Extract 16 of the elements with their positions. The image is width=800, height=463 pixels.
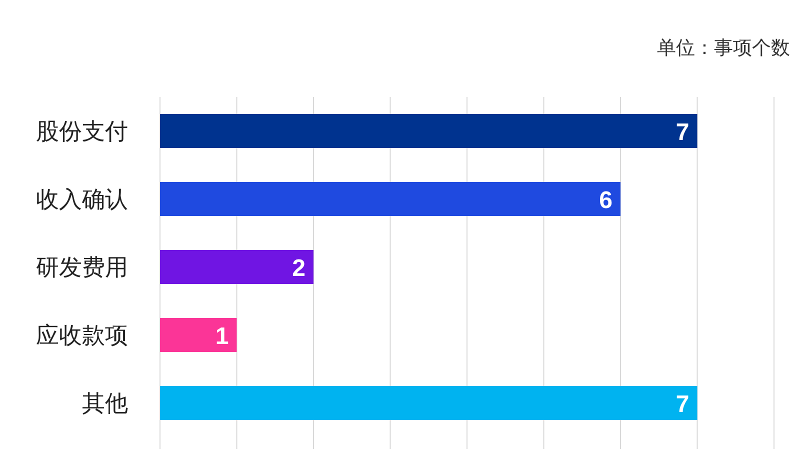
bar xyxy=(160,182,620,216)
bar xyxy=(160,318,237,352)
y-tick-label: 应收款项 xyxy=(36,322,128,348)
data-label: 7 xyxy=(676,391,690,418)
y-tick-label: 收入确认 xyxy=(36,186,128,212)
bar xyxy=(160,114,698,148)
bar xyxy=(160,386,698,420)
data-label: 7 xyxy=(676,119,690,146)
bar xyxy=(160,250,314,284)
data-label: 6 xyxy=(599,187,612,214)
y-tick-label: 其他 xyxy=(82,390,128,416)
y-tick-label: 股份支付 xyxy=(36,118,128,144)
data-label: 1 xyxy=(215,323,229,350)
text: 单位：事项个数 xyxy=(657,38,790,59)
data-label: 2 xyxy=(292,255,306,282)
y-tick-label: 研发费用 xyxy=(36,254,128,280)
